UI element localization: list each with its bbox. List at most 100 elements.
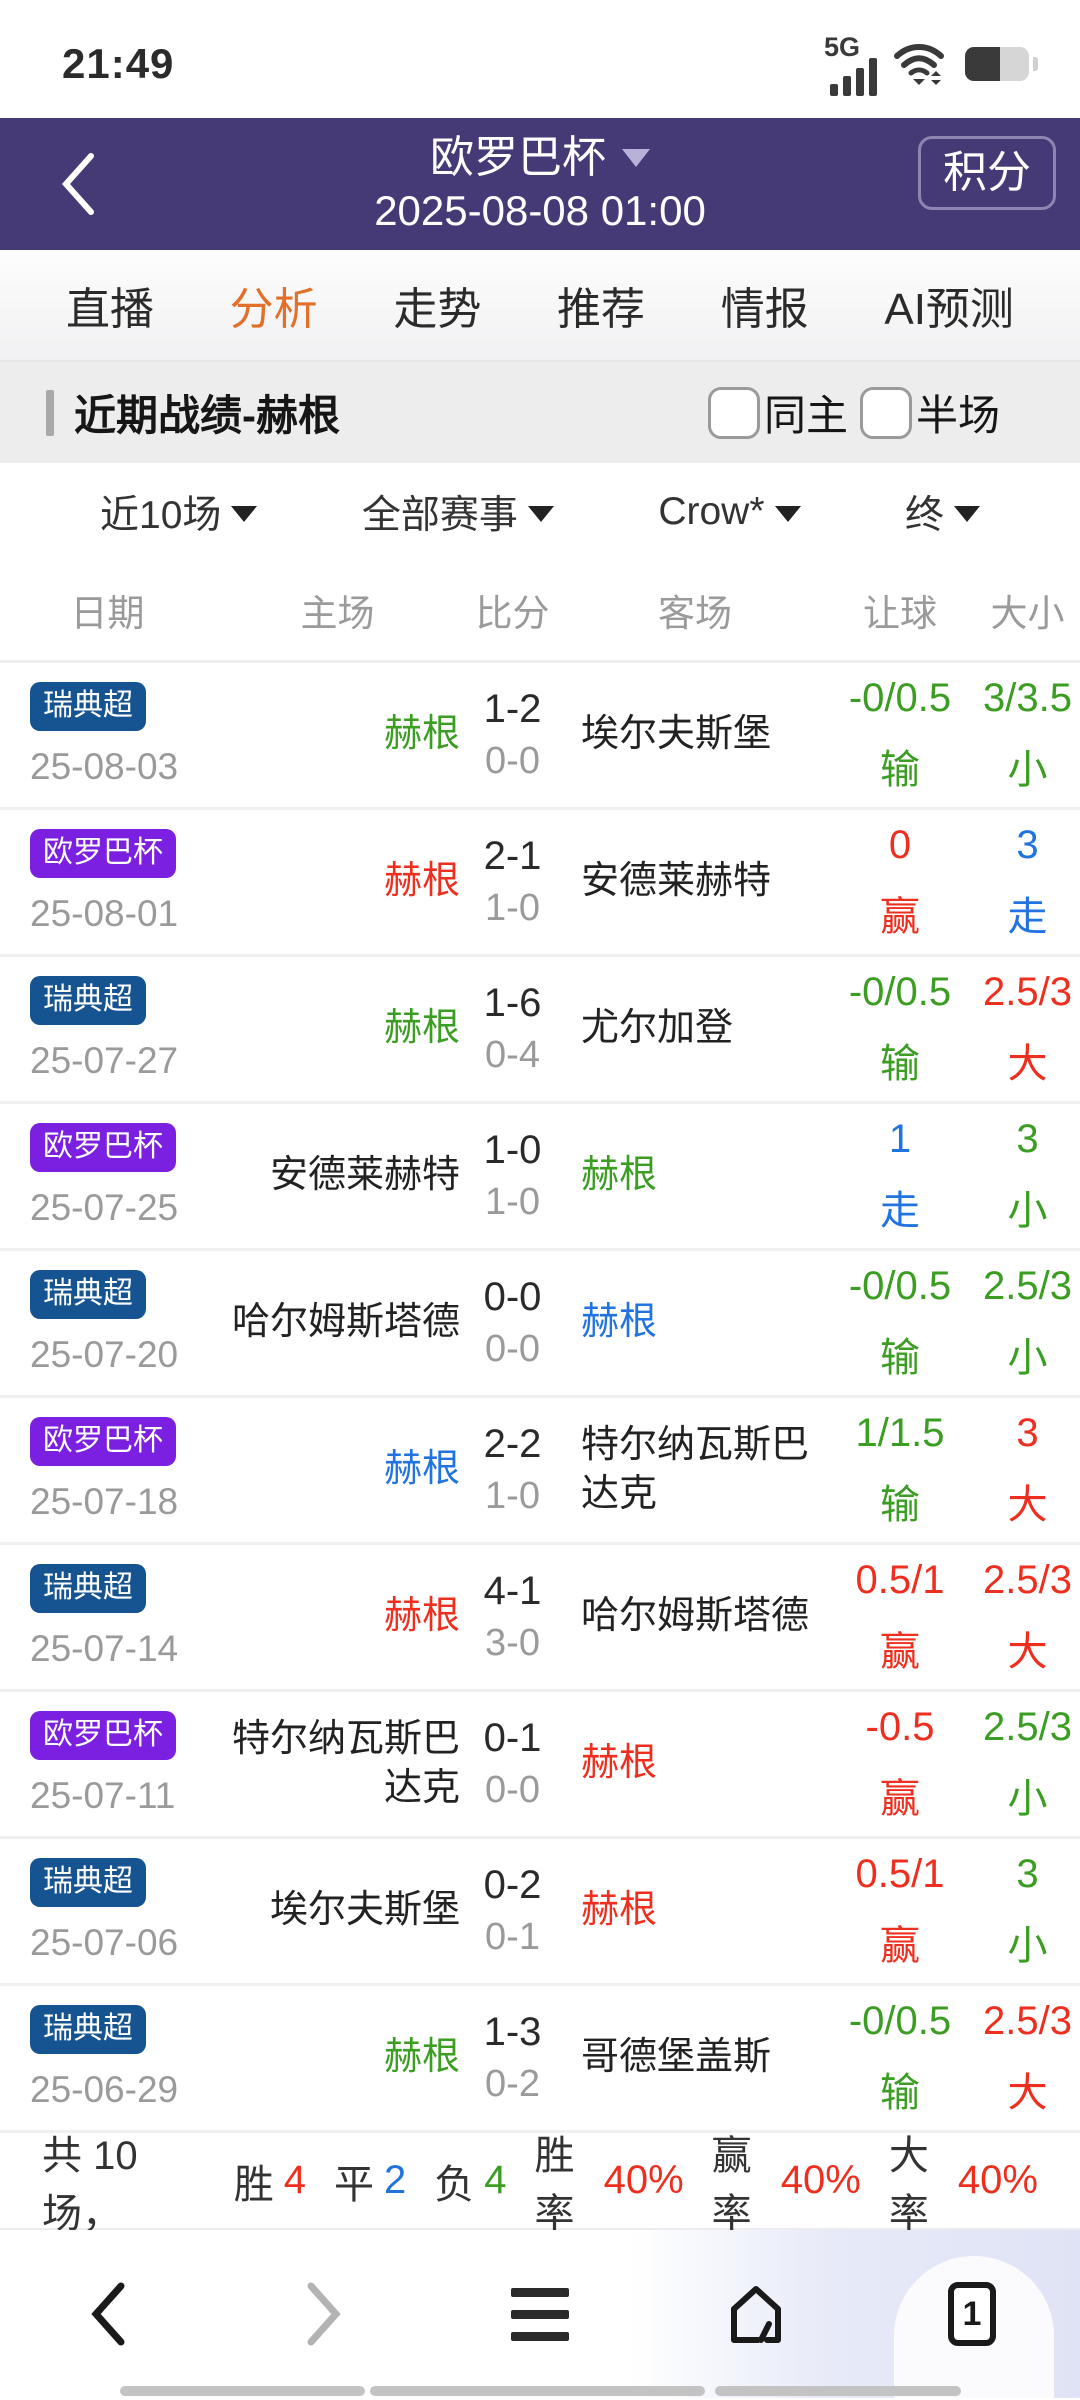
table-row[interactable]: 瑞典超 25-06-29 赫根 1-3 0-2 哥德堡盖斯 -0/0.5 输 2… bbox=[0, 1986, 1080, 2133]
over-under-line: 3/3.5 bbox=[983, 675, 1072, 720]
handicap-line: -0/0.5 bbox=[848, 675, 952, 720]
nav-back-button[interactable] bbox=[0, 2230, 216, 2398]
league-badge: 瑞典超 bbox=[30, 1270, 146, 1319]
gesture-bar[interactable] bbox=[120, 2386, 365, 2396]
tab[interactable]: AI预测 bbox=[884, 285, 1014, 334]
full-time-score: 0-1 bbox=[483, 1716, 542, 1760]
table-row[interactable]: 欧罗巴杯 25-07-25 安德莱赫特 1-0 1-0 赫根 1 走 3 小 bbox=[0, 1104, 1080, 1251]
table-row[interactable]: 瑞典超 25-07-27 赫根 1-6 0-4 尤尔加登 -0/0.5 输 2.… bbox=[0, 957, 1080, 1104]
table-row[interactable]: 瑞典超 25-08-03 赫根 1-2 0-0 埃尔夫斯堡 -0/0.5 输 3… bbox=[0, 663, 1080, 810]
back-button[interactable] bbox=[38, 118, 118, 250]
tab[interactable]: 直播 bbox=[66, 285, 154, 334]
tab[interactable]: 分析 bbox=[229, 285, 318, 334]
over-under-result: 小 bbox=[1007, 1188, 1048, 1233]
match-table: 瑞典超 25-08-03 赫根 1-2 0-0 埃尔夫斯堡 -0/0.5 输 3… bbox=[0, 663, 1080, 2133]
over-under-line: 2.5/3 bbox=[983, 1704, 1072, 1749]
half-time-score: 0-4 bbox=[485, 1034, 540, 1076]
home-team: 埃尔夫斯堡 bbox=[269, 1889, 460, 1932]
tab[interactable]: 情报 bbox=[720, 285, 809, 334]
home-team: 赫根 bbox=[383, 2036, 460, 2079]
league-dropdown[interactable]: 欧罗巴杯 bbox=[374, 133, 706, 184]
home-team: 赫根 bbox=[383, 713, 460, 756]
handicap-line: 1 bbox=[888, 1116, 912, 1161]
handicap-line: 0.5/1 bbox=[855, 1851, 945, 1896]
full-time-score: 0-2 bbox=[483, 1863, 542, 1907]
summary-bar: 共 10 场， 胜 4 平 2 负 4 胜率 40% 赢率 40% 大率 40% bbox=[0, 2133, 1080, 2236]
full-time-score: 1-2 bbox=[483, 687, 542, 731]
handicap-result: 输 bbox=[880, 2070, 920, 2115]
half-time-toggle[interactable]: 半场 bbox=[859, 382, 1000, 443]
away-team: 安德莱赫特 bbox=[581, 860, 772, 903]
tab[interactable]: 走势 bbox=[393, 285, 482, 334]
section-accent-bar bbox=[46, 389, 54, 436]
away-team: 赫根 bbox=[581, 1154, 658, 1197]
tab-bar: 直播 分析 走势 推荐 情报 AI预测 bbox=[0, 250, 1080, 362]
tab-count-icon: 1 bbox=[948, 2282, 996, 2346]
match-date: 25-07-18 bbox=[30, 1480, 179, 1522]
over-under-line: 2.5/3 bbox=[983, 1557, 1072, 1602]
section-header: 近期战绩-赫根 同主 半场 bbox=[0, 362, 1080, 463]
home-team: 赫根 bbox=[383, 1595, 460, 1638]
handicap-result: 输 bbox=[880, 1041, 920, 1086]
league-badge: 欧罗巴杯 bbox=[30, 1123, 176, 1172]
table-row[interactable]: 瑞典超 25-07-14 赫根 4-1 3-0 哈尔姆斯塔德 0.5/1 赢 2… bbox=[0, 1545, 1080, 1692]
nav-menu-button[interactable] bbox=[432, 2230, 648, 2398]
match-date: 25-07-06 bbox=[30, 1921, 179, 1963]
checkbox-icon[interactable] bbox=[707, 386, 760, 439]
home-team: 特尔纳瓦斯巴达克 bbox=[231, 1717, 460, 1809]
match-header: 欧罗巴杯 2025-08-08 01:00 bbox=[374, 133, 706, 236]
match-date: 25-07-20 bbox=[30, 1333, 179, 1375]
half-time-score: 3-0 bbox=[485, 1622, 540, 1664]
over-under-result: 小 bbox=[1007, 1776, 1048, 1821]
filter-dropdown[interactable]: 全部赛事 bbox=[362, 484, 554, 540]
nav-forward-button[interactable] bbox=[216, 2230, 432, 2398]
standings-button[interactable]: 积分 bbox=[918, 136, 1056, 210]
full-time-score: 1-6 bbox=[483, 981, 542, 1025]
full-time-score: 2-2 bbox=[483, 1422, 542, 1466]
full-time-score: 1-0 bbox=[483, 1128, 542, 1172]
filter-dropdown[interactable]: 终 bbox=[905, 484, 980, 540]
table-row[interactable]: 欧罗巴杯 25-07-18 赫根 2-2 1-0 特尔纳瓦斯巴达克 1/1.5 … bbox=[0, 1398, 1080, 1545]
filter-dropdown[interactable]: 近10场 bbox=[100, 484, 258, 540]
nav-tabs-button[interactable]: 1 bbox=[864, 2230, 1080, 2398]
handicap-result: 输 bbox=[880, 747, 920, 792]
table-row[interactable]: 瑞典超 25-07-20 哈尔姆斯塔德 0-0 0-0 赫根 -0/0.5 输 … bbox=[0, 1251, 1080, 1398]
same-home-toggle[interactable]: 同主 bbox=[707, 382, 848, 443]
gesture-bar[interactable] bbox=[370, 2386, 705, 2396]
match-date: 25-07-11 bbox=[30, 1774, 176, 1816]
full-time-score: 1-3 bbox=[483, 2010, 542, 2054]
away-team: 哈尔姆斯塔德 bbox=[581, 1595, 810, 1638]
column-header: 日期 bbox=[70, 593, 145, 634]
full-time-score: 4-1 bbox=[483, 1569, 542, 1613]
tab[interactable]: 推荐 bbox=[557, 285, 646, 334]
chevron-down-icon bbox=[231, 505, 258, 522]
checkbox-icon[interactable] bbox=[859, 386, 912, 439]
half-time-score: 0-2 bbox=[485, 2063, 540, 2105]
gesture-bars bbox=[0, 2386, 1080, 2396]
over-under-result: 大 bbox=[1007, 1629, 1048, 1674]
table-row[interactable]: 欧罗巴杯 25-07-11 特尔纳瓦斯巴达克 0-1 0-0 赫根 -0.5 赢… bbox=[0, 1692, 1080, 1839]
league-badge: 瑞典超 bbox=[30, 2005, 146, 2054]
over-under-line: 3 bbox=[1016, 1410, 1039, 1455]
filter-dropdown[interactable]: Crow* bbox=[658, 490, 801, 534]
summary-stat: 赢率 40% bbox=[711, 2133, 861, 2236]
over-under-result: 小 bbox=[1007, 1335, 1048, 1380]
nav-home-button[interactable] bbox=[648, 2230, 864, 2398]
league-name: 欧罗巴杯 bbox=[430, 132, 606, 182]
away-team: 赫根 bbox=[581, 1742, 658, 1785]
column-header: 主场 bbox=[300, 593, 375, 634]
menu-icon bbox=[511, 2287, 569, 2341]
over-under-result: 走 bbox=[1007, 894, 1048, 939]
away-team: 尤尔加登 bbox=[581, 1007, 734, 1050]
over-under-line: 3 bbox=[1016, 1116, 1039, 1161]
table-row[interactable]: 欧罗巴杯 25-08-01 赫根 2-1 1-0 安德莱赫特 0 赢 3 走 bbox=[0, 810, 1080, 957]
match-date: 25-06-29 bbox=[30, 2068, 179, 2110]
half-time-score: 1-0 bbox=[485, 887, 540, 929]
bottom-nav: 1 bbox=[0, 2230, 1080, 2398]
section-title: 近期战绩-赫根 bbox=[74, 392, 340, 439]
match-date: 25-07-25 bbox=[30, 1186, 179, 1228]
table-row[interactable]: 瑞典超 25-07-06 埃尔夫斯堡 0-2 0-1 赫根 0.5/1 赢 3 … bbox=[0, 1839, 1080, 1986]
chevron-down-icon bbox=[953, 505, 980, 522]
half-time-score: 0-0 bbox=[485, 1769, 540, 1811]
gesture-bar[interactable] bbox=[715, 2386, 961, 2396]
